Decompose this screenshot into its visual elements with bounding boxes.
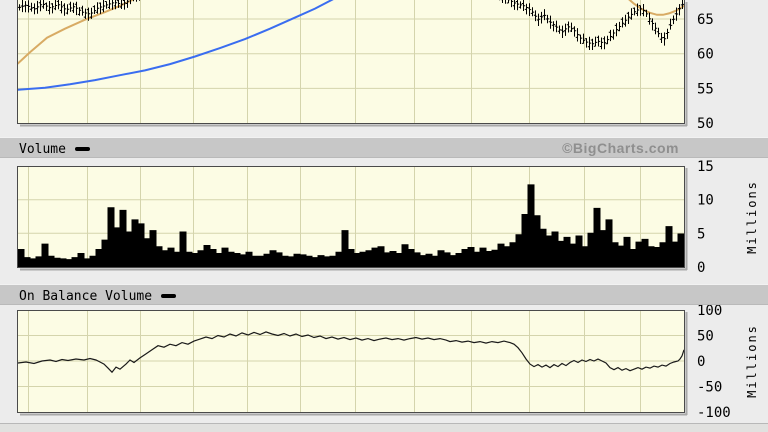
price-chart-panel: 65 60 55 50 — [17, 0, 714, 132]
volume-chart-panel: 15 10 5 0 — [17, 160, 714, 276]
volume-y-tick-label: 0 — [697, 260, 705, 276]
volume-legend-dash-icon — [74, 147, 90, 151]
ma-fast-gold-line — [628, 0, 684, 16]
price-plot-bg — [18, 0, 684, 123]
price-y-tick-label: 65 — [697, 12, 714, 28]
price-drop-shadow — [20, 2, 688, 127]
volume-frame — [17, 166, 685, 268]
volume-y-axis-labels: 15 10 5 0 — [697, 160, 714, 276]
obv-y-tick-label: 0 — [697, 354, 705, 370]
volume-bars — [17, 184, 685, 268]
price-y-tick-label: 50 — [697, 116, 714, 132]
price-gridlines — [18, 0, 684, 123]
obv-y-tick-label: -100 — [697, 405, 731, 421]
obv-chart-panel: 100 50 0 -50 -100 — [17, 305, 731, 421]
volume-y-tick-label: 5 — [697, 226, 705, 242]
volume-panel-header: Volume ©BigCharts.com — [0, 137, 768, 158]
price-y-tick-label: 60 — [697, 47, 714, 63]
obv-panel-title: On Balance Volume — [19, 289, 153, 304]
price-series-group — [18, 0, 684, 91]
volume-drop-shadow — [20, 168, 688, 271]
obv-panel-header: On Balance Volume — [0, 284, 768, 305]
obv-legend-dash-icon — [161, 294, 177, 298]
bottom-divider-strip — [0, 423, 768, 432]
volume-y-tick-label: 10 — [697, 193, 714, 209]
volume-y-tick-label: 15 — [697, 160, 714, 175]
obv-drop-shadow — [20, 312, 688, 416]
price-ohlc-bars — [18, 0, 684, 50]
obv-line — [17, 331, 685, 374]
obv-frame — [17, 310, 685, 413]
obv-axis-unit-label: Millions — [745, 324, 759, 398]
obv-y-axis-labels: 100 50 0 -50 -100 — [697, 305, 731, 421]
price-frame — [17, 0, 685, 124]
price-y-axis-labels: 65 60 55 50 — [697, 12, 714, 132]
volume-axis-unit-label: Millions — [745, 180, 759, 254]
obv-y-tick-label: 100 — [697, 305, 722, 319]
obv-y-tick-label: 50 — [697, 329, 714, 345]
bigcharts-copyright-label: ©BigCharts.com — [562, 140, 679, 156]
ma-slow-blue-line — [18, 0, 334, 91]
volume-panel-title: Volume — [19, 142, 66, 157]
price-y-tick-label: 55 — [697, 81, 714, 97]
obv-y-tick-label: -50 — [697, 380, 722, 396]
